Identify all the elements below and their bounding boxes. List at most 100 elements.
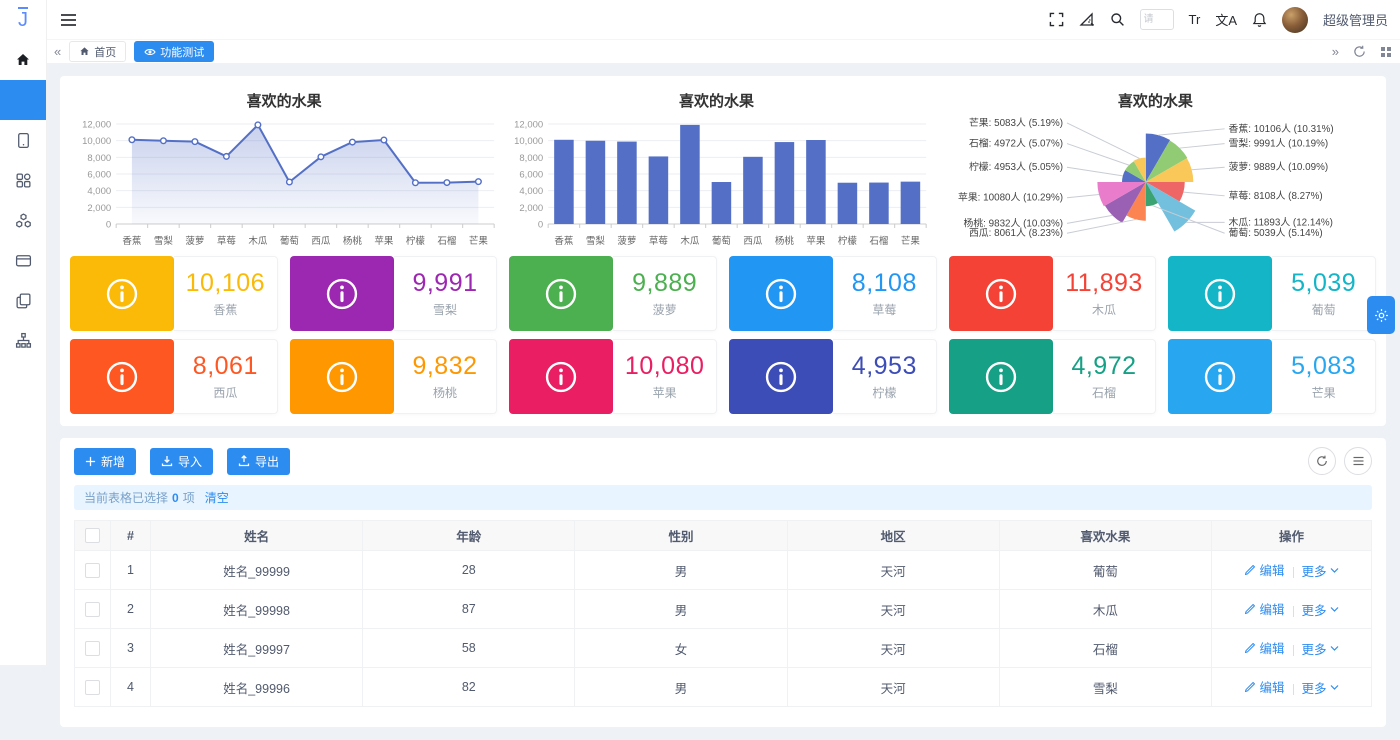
sidebar-item-pages[interactable]: [0, 280, 46, 320]
more-link[interactable]: 更多: [1302, 561, 1339, 580]
svg-text:芒果: 芒果: [901, 235, 921, 247]
ruler-icon[interactable]: [1079, 12, 1095, 27]
info-icon: [290, 256, 394, 331]
column-header: #: [111, 521, 151, 551]
bell-icon[interactable]: [1252, 12, 1267, 28]
top-navbar: Tr 文A 超级管理员: [46, 0, 1400, 40]
sidebar-item-orgtree[interactable]: [0, 320, 46, 360]
cluster-icon: [15, 212, 32, 229]
info-icon: [1168, 256, 1272, 331]
stat-value: 9,889: [632, 269, 697, 298]
app-logo[interactable]: J: [0, 0, 46, 40]
sidebar-item-components[interactable]: [0, 160, 46, 200]
info-icon: [509, 256, 613, 331]
sidebar-item-active[interactable]: [0, 80, 46, 120]
svg-text:葡萄: 葡萄: [712, 235, 731, 247]
username[interactable]: 超级管理员: [1323, 10, 1388, 29]
translate-icon[interactable]: 文A: [1215, 10, 1237, 29]
edit-link[interactable]: 编辑: [1244, 677, 1284, 696]
row-checkbox[interactable]: [85, 602, 100, 617]
svg-text:木瓜: 木瓜: [681, 235, 701, 247]
stat-label: 西瓜: [213, 384, 237, 401]
import-button[interactable]: 导入: [150, 448, 213, 475]
stat-label: 石榴: [1092, 384, 1116, 401]
search-icon[interactable]: [1110, 12, 1125, 27]
stat-value: 8,061: [193, 352, 258, 381]
stat-value: 5,083: [1291, 352, 1356, 381]
svg-text:8,000: 8,000: [87, 153, 111, 164]
font-size-icon[interactable]: Tr: [1189, 12, 1201, 27]
row-checkbox[interactable]: [85, 680, 100, 695]
line-chart-title: 喜欢的水果: [68, 80, 500, 116]
line-chart-svg: 02,0004,0006,0008,00010,00012,000香蕉雪梨菠萝草…: [68, 116, 500, 250]
cell-region: 天河: [787, 551, 999, 590]
svg-text:10,000: 10,000: [514, 136, 543, 147]
more-link[interactable]: 更多: [1302, 600, 1339, 619]
refresh-tab-icon[interactable]: [1353, 45, 1366, 58]
row-checkbox[interactable]: [85, 641, 100, 656]
density-button[interactable]: [1344, 447, 1372, 475]
row-checkbox[interactable]: [85, 563, 100, 578]
stat-label: 葡萄: [1312, 301, 1336, 318]
more-link[interactable]: 更多: [1302, 678, 1339, 697]
select-all-checkbox[interactable]: [85, 528, 100, 543]
edit-link[interactable]: 编辑: [1244, 599, 1284, 618]
sidebar-item-device[interactable]: [0, 120, 46, 160]
svg-text:雪梨: 雪梨: [154, 235, 174, 247]
stat-body: 4,972 石榴: [1053, 339, 1157, 414]
cell-index: 2: [111, 590, 151, 629]
sidebar-item-home[interactable]: [0, 40, 46, 80]
svg-text:西瓜: 西瓜: [311, 236, 331, 247]
fullscreen-icon[interactable]: [1049, 12, 1064, 27]
refresh-table-button[interactable]: [1308, 447, 1336, 475]
tabs-scroll-left-icon[interactable]: «: [54, 45, 61, 58]
edit-link[interactable]: 编辑: [1244, 638, 1284, 657]
avatar[interactable]: [1282, 7, 1308, 33]
cell-index: 3: [111, 629, 151, 668]
more-link[interactable]: 更多: [1302, 639, 1339, 658]
info-icon: [729, 256, 833, 331]
stat-label: 苹果: [653, 384, 677, 401]
tabs-menu-icon[interactable]: [1380, 46, 1392, 58]
tab-home[interactable]: 首页: [69, 41, 126, 62]
settings-fab[interactable]: [1367, 296, 1395, 334]
svg-text:草莓: 草莓: [217, 235, 237, 247]
tabs-scroll-right-icon[interactable]: »: [1332, 45, 1339, 58]
export-button[interactable]: 导出: [227, 448, 290, 475]
quick-search-input[interactable]: [1140, 9, 1174, 30]
bar-chart-svg: 02,0004,0006,0008,00010,00012,000香蕉雪梨菠萝草…: [500, 116, 932, 250]
hamburger-menu-icon[interactable]: [60, 13, 77, 27]
clear-selection-link[interactable]: 清空: [205, 489, 229, 506]
svg-text:4,000: 4,000: [87, 186, 111, 197]
svg-text:10,000: 10,000: [82, 136, 111, 147]
cell-gender: 男: [575, 551, 787, 590]
svg-text:12,000: 12,000: [514, 120, 543, 131]
pie-chart-canvas: 香蕉: 10106人 (10.31%)雪梨: 9991人 (10.19%)菠萝:…: [933, 116, 1378, 250]
svg-text:木瓜: 木瓜: [248, 235, 268, 247]
sidebar-item-card[interactable]: [0, 240, 46, 280]
tab-function-test[interactable]: 功能测试: [134, 41, 214, 62]
edit-link[interactable]: 编辑: [1244, 560, 1284, 579]
sidebar-item-cluster[interactable]: [0, 200, 46, 240]
copy-pages-icon: [15, 292, 32, 309]
stat-value: 4,972: [1071, 352, 1136, 381]
info-icon: [290, 339, 394, 414]
add-button[interactable]: 新增: [74, 448, 136, 475]
